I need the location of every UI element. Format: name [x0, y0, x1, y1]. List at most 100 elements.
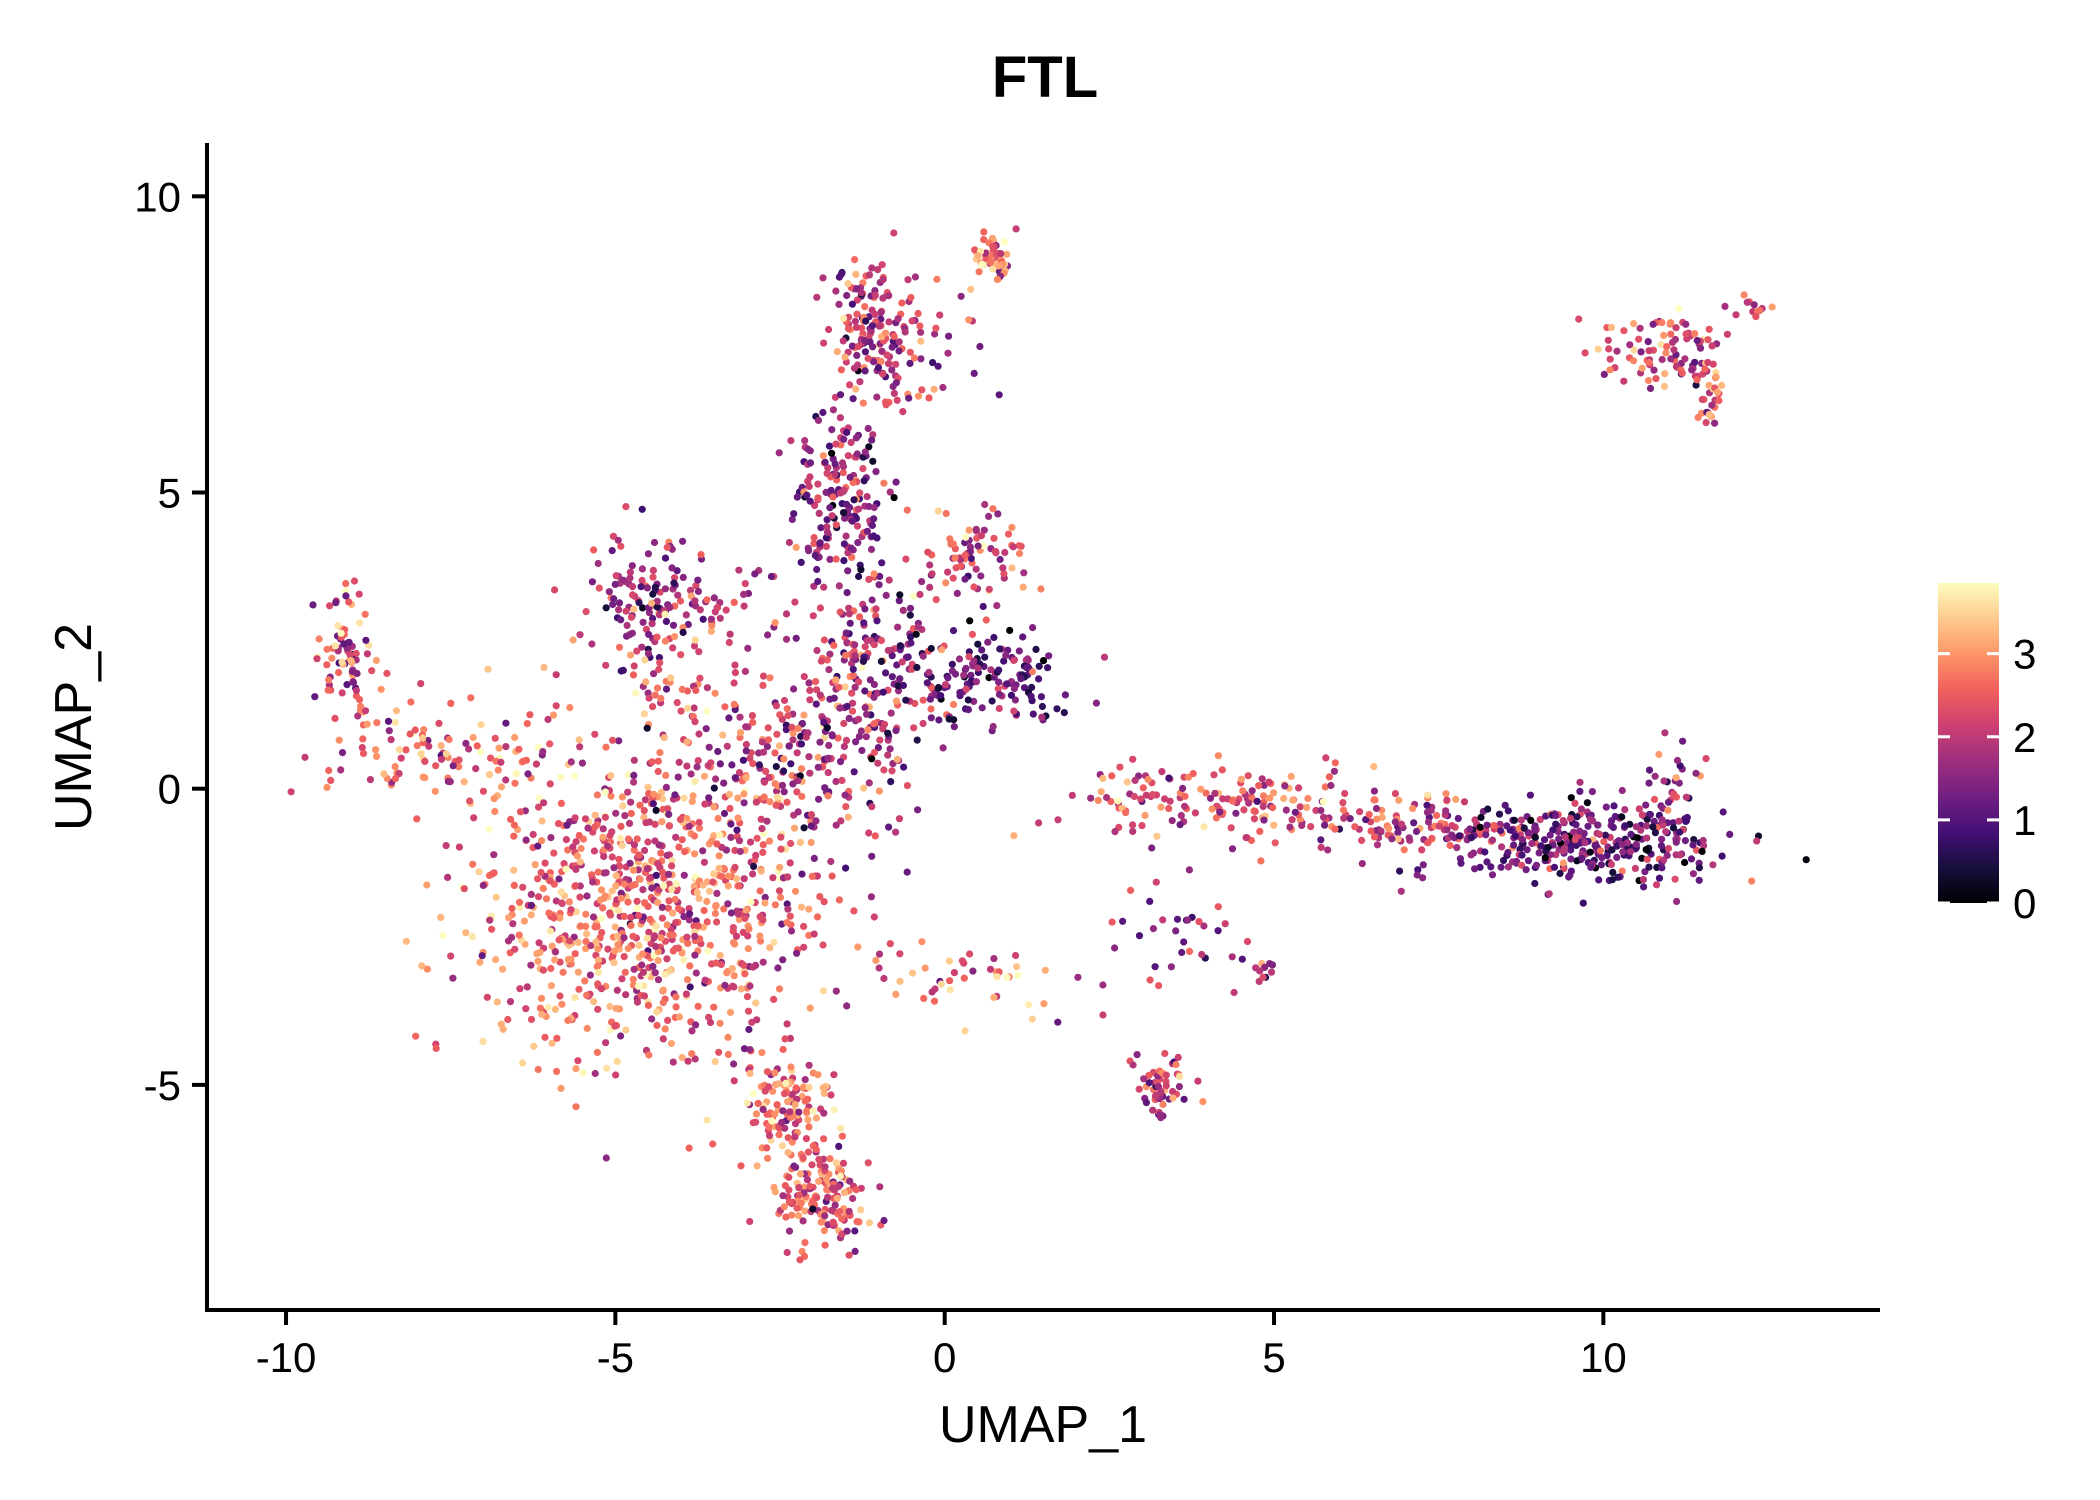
cell-point [989, 722, 997, 731]
cell-point [1691, 358, 1699, 366]
cell-point [814, 1071, 822, 1079]
cell-point [870, 748, 879, 757]
cell-point [1664, 798, 1673, 806]
cell-point [861, 605, 869, 613]
cell-point [824, 792, 832, 800]
cell-point [1391, 790, 1399, 798]
cell-point [577, 844, 585, 853]
cell-point [907, 293, 915, 302]
cell-point [508, 933, 516, 942]
cell-point [1750, 301, 1758, 309]
cell-point [1295, 784, 1303, 792]
cell-point [630, 605, 638, 613]
cell-point [684, 620, 692, 629]
cell-point [1457, 859, 1465, 867]
cell-point [914, 806, 922, 814]
cell-point [832, 821, 840, 829]
cell-point [1003, 680, 1011, 688]
cell-point [707, 615, 716, 623]
cell-point [948, 660, 956, 668]
cell-point [775, 742, 784, 750]
cell-point [1242, 834, 1250, 842]
cell-point [575, 736, 583, 744]
cell-point [601, 892, 609, 900]
cell-point [1022, 664, 1031, 672]
cell-point [490, 795, 498, 803]
cell-point [841, 683, 849, 691]
cell-point [363, 650, 371, 658]
cell-point [679, 628, 687, 637]
cell-point [1657, 842, 1665, 850]
cell-point [639, 886, 647, 894]
cell-point [1606, 366, 1614, 374]
cell-point [1526, 791, 1534, 799]
cell-point [510, 821, 518, 829]
cell-point [612, 872, 620, 880]
cell-point [957, 292, 965, 300]
cell-point [852, 1186, 860, 1194]
cell-point [510, 866, 518, 874]
cell-point [874, 364, 883, 372]
cell-point [793, 788, 801, 796]
cell-point [799, 1217, 807, 1225]
cell-point [445, 735, 453, 744]
cell-point [994, 510, 1002, 518]
cell-point [1591, 842, 1599, 850]
cell-point [366, 776, 374, 784]
cell-point [930, 997, 939, 1005]
cell-point [655, 654, 664, 662]
cell-point [669, 644, 677, 652]
cell-point [823, 528, 832, 536]
cell-point [746, 1046, 754, 1054]
cell-point [800, 824, 808, 832]
cell-point [835, 896, 844, 904]
cell-point [863, 493, 871, 501]
cell-point [406, 730, 414, 738]
cell-point [732, 932, 741, 940]
cell-point [781, 1182, 789, 1190]
cell-point [688, 797, 696, 806]
cell-point [674, 773, 682, 781]
cell-point [826, 1155, 834, 1163]
cell-point [622, 607, 630, 615]
cell-point [1695, 864, 1703, 872]
cell-point [679, 573, 687, 582]
cell-point [665, 810, 673, 819]
cell-point [1248, 787, 1256, 795]
cell-point [792, 634, 800, 642]
cell-point [1239, 787, 1247, 795]
cell-point [591, 923, 599, 931]
cell-point [730, 1077, 738, 1085]
cell-point [831, 470, 839, 479]
cell-point [1504, 863, 1512, 871]
cell-point [541, 1033, 549, 1041]
cell-point [1702, 755, 1710, 763]
cell-point [868, 852, 876, 860]
cell-point [791, 1133, 799, 1141]
cell-point [949, 627, 958, 635]
cell-point [892, 379, 901, 387]
cell-point [654, 898, 662, 907]
cell-point [906, 611, 914, 619]
cell-point [865, 443, 873, 451]
cell-point [328, 654, 336, 662]
cell-point [1377, 827, 1385, 835]
cell-point [752, 999, 760, 1007]
cell-point [626, 859, 634, 867]
cell-point [1609, 823, 1617, 832]
cell-point [1531, 833, 1539, 841]
cell-point [1320, 813, 1328, 821]
cell-point [668, 564, 676, 572]
cell-point [1053, 705, 1061, 713]
cell-point [539, 966, 548, 974]
cell-point [846, 381, 854, 389]
cell-point [680, 913, 688, 921]
cell-point [1200, 922, 1208, 930]
cell-point [493, 998, 501, 1006]
cell-point [1385, 825, 1393, 833]
cell-point [759, 848, 767, 857]
cell-point [1687, 855, 1696, 863]
cell-point [860, 477, 868, 485]
cell-point [865, 271, 874, 279]
cell-point [629, 866, 638, 874]
